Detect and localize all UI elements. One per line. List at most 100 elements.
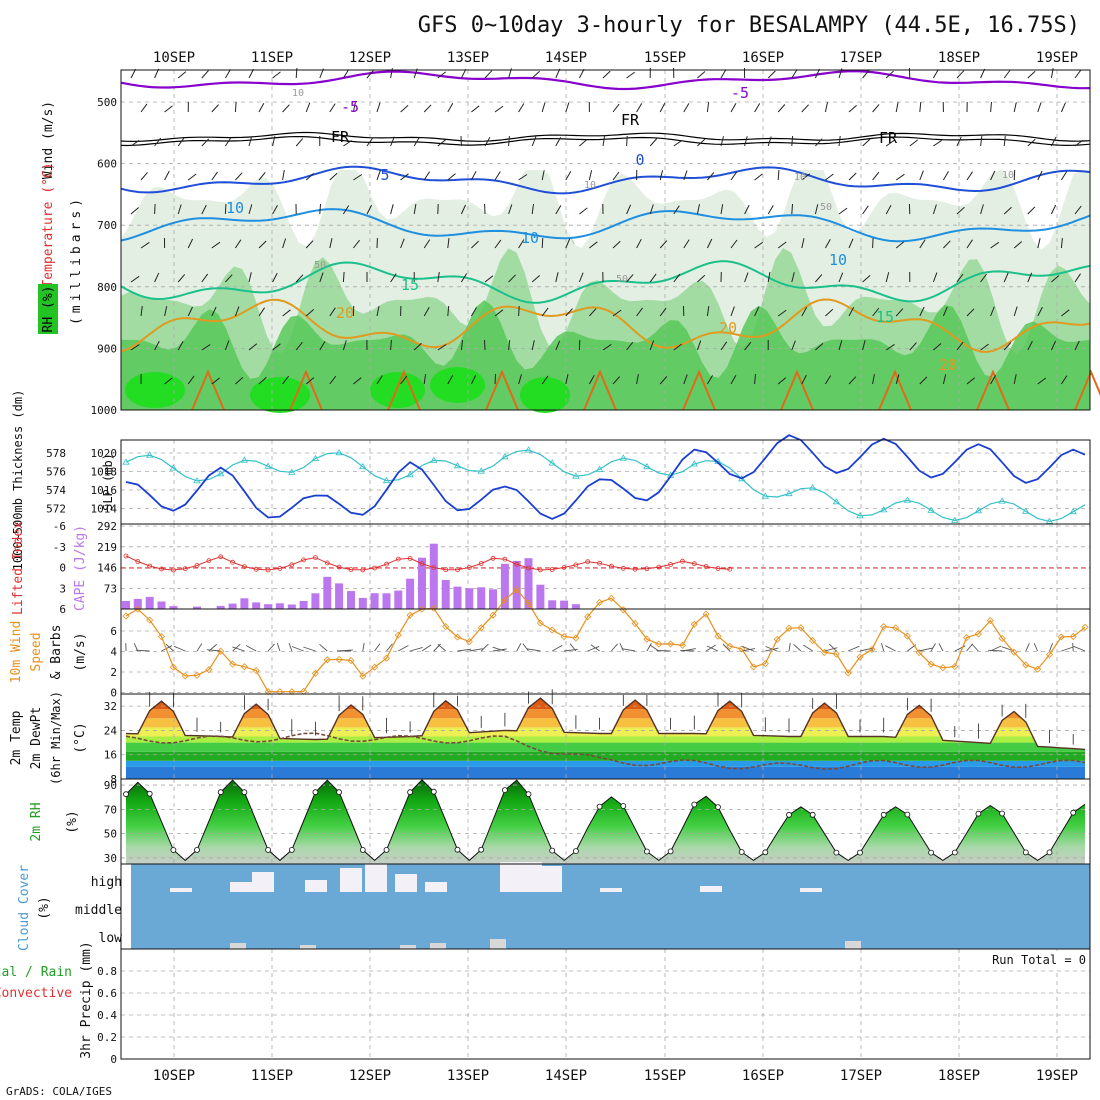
thickness-tick-label: 576 bbox=[46, 466, 66, 479]
contour-25-spike bbox=[289, 369, 323, 411]
thickness-point bbox=[690, 460, 699, 467]
wind-barb bbox=[282, 238, 287, 249]
rh-point bbox=[644, 848, 650, 855]
contour-label: 15 bbox=[401, 276, 419, 294]
wind-speed-point bbox=[430, 604, 438, 612]
wind-barb bbox=[673, 273, 681, 283]
wind-barb bbox=[942, 374, 947, 385]
temp-tick-label: 24 bbox=[104, 724, 118, 737]
contour-label: 20 bbox=[939, 356, 957, 374]
wind-speed-point bbox=[667, 640, 675, 648]
wind-barb bbox=[579, 139, 588, 147]
wind-barb bbox=[649, 138, 658, 147]
lifted-index-point bbox=[230, 559, 236, 565]
rh-tick-label: 30 bbox=[104, 852, 117, 865]
wind-barb bbox=[706, 238, 713, 249]
wind-barb bbox=[329, 375, 337, 385]
wind-barb bbox=[362, 642, 365, 652]
wind-barb bbox=[187, 306, 193, 317]
wind-ticks: 6 4 2 0 bbox=[110, 625, 117, 700]
wind-barb bbox=[272, 205, 278, 215]
wind-barb bbox=[196, 643, 203, 652]
wind-barb bbox=[133, 643, 139, 652]
wind-barb bbox=[460, 340, 463, 351]
temp-tick-label: 32 bbox=[104, 700, 117, 713]
wind-speed-point bbox=[915, 649, 923, 657]
wind-barb bbox=[303, 646, 316, 652]
contour-10 bbox=[120, 208, 1091, 243]
wind-speed-point bbox=[536, 619, 544, 627]
thickness-point bbox=[832, 498, 841, 505]
wind-barb bbox=[555, 205, 562, 215]
wind-barb bbox=[140, 241, 150, 249]
wind-barb bbox=[518, 374, 522, 385]
wind-barb bbox=[173, 645, 186, 652]
rh-point bbox=[383, 847, 390, 853]
cloud-high-bar bbox=[340, 868, 362, 892]
wind-barb bbox=[1037, 238, 1041, 249]
wind-barb bbox=[400, 173, 409, 181]
wind-barb bbox=[211, 306, 217, 317]
lifted-index-tick-label: -3 bbox=[53, 541, 66, 554]
wind-barb bbox=[1074, 340, 1080, 351]
wind-barb bbox=[258, 171, 266, 181]
rh-high-pocket bbox=[430, 367, 485, 403]
wind-barb bbox=[777, 309, 787, 317]
cape-bar bbox=[512, 560, 521, 609]
wind-barb bbox=[1074, 205, 1082, 215]
wind-barb bbox=[187, 238, 194, 249]
wind-barb bbox=[626, 341, 634, 351]
wind-barb bbox=[988, 649, 1003, 652]
wind-barb bbox=[895, 102, 899, 113]
thickness-point bbox=[382, 476, 391, 484]
date-label-top: 17SEP bbox=[840, 50, 882, 66]
wind-speed-point bbox=[382, 654, 391, 662]
wind-barb bbox=[232, 643, 241, 652]
wind-tick-label: 2 bbox=[110, 666, 117, 679]
wind-barb bbox=[342, 340, 347, 351]
thickness-tick-label: 572 bbox=[46, 503, 66, 516]
rh-line bbox=[125, 779, 1086, 862]
wind-barb bbox=[413, 137, 420, 147]
date-label-top: 19SEP bbox=[1036, 50, 1078, 66]
wind-barb bbox=[801, 238, 805, 249]
wind-barb bbox=[895, 173, 905, 181]
wind-barb bbox=[248, 343, 258, 351]
slp-axis-label: SLP (mb) bbox=[101, 453, 115, 511]
wind-barb bbox=[201, 344, 211, 351]
wind-barb bbox=[626, 204, 632, 215]
wind-barb bbox=[258, 376, 267, 385]
wind-barb bbox=[258, 102, 265, 113]
wind-barb bbox=[460, 273, 468, 283]
wind-barb bbox=[980, 273, 987, 283]
temp-line bbox=[125, 697, 1086, 751]
wind-barb bbox=[791, 203, 793, 215]
wind-barb bbox=[1074, 69, 1082, 79]
date-label-top: 12SEP bbox=[349, 50, 391, 66]
wind-barb bbox=[224, 340, 230, 351]
wind-barb bbox=[248, 272, 252, 283]
wind-barb bbox=[437, 71, 447, 79]
lifted-index-tick-label: 0 bbox=[59, 562, 66, 575]
rh-point bbox=[549, 847, 556, 854]
wind-barb bbox=[933, 139, 942, 147]
wind-barb bbox=[990, 241, 1000, 249]
wind-barb bbox=[838, 207, 848, 215]
wind-speed-point bbox=[418, 605, 426, 613]
wind-barb bbox=[956, 136, 962, 147]
rh-point bbox=[809, 811, 816, 818]
wind-barb bbox=[885, 645, 896, 652]
rh-point bbox=[715, 804, 721, 810]
wind-speed-point bbox=[820, 648, 829, 656]
wind-barb bbox=[966, 171, 974, 181]
wind-barb bbox=[954, 645, 966, 652]
wind-barb bbox=[565, 374, 569, 385]
cape-label: CAPE (J/kg) bbox=[73, 525, 88, 611]
cloud-low-bar bbox=[300, 945, 316, 949]
cape-bar bbox=[536, 584, 545, 609]
wind-barb bbox=[1037, 377, 1047, 385]
wind-barb bbox=[235, 377, 244, 385]
wind-barb bbox=[579, 207, 588, 215]
rh-point bbox=[123, 791, 129, 798]
wind-barb bbox=[659, 170, 664, 181]
